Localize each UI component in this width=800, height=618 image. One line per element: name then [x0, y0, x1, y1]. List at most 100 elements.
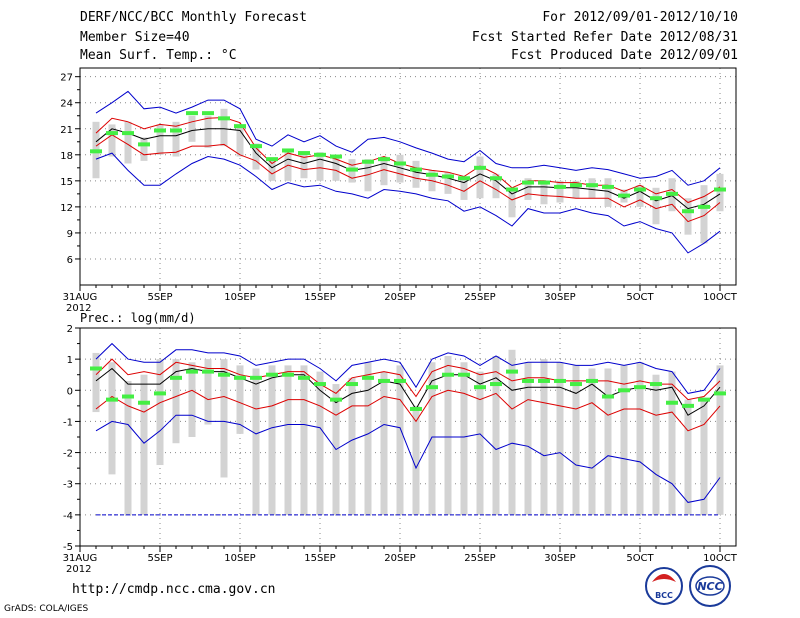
y-tick-label: 24: [60, 99, 73, 110]
forecast-marker: [282, 372, 294, 377]
forecast-marker: [186, 369, 198, 374]
forecast-marker: [474, 385, 486, 390]
upper-series-line: [95, 116, 721, 204]
y-tick-label: 6: [67, 255, 73, 266]
forecast-marker: [234, 375, 246, 380]
forecast-marker: [138, 142, 150, 147]
ensemble-box: [124, 121, 132, 164]
ensemble-box: [668, 371, 676, 515]
ensemble-box: [684, 399, 692, 515]
ensemble-box: [172, 359, 180, 444]
forecast-marker: [234, 124, 246, 129]
forecast-marker: [570, 183, 582, 188]
ensemble-box: [716, 365, 724, 515]
x-tick-label: 5OCT: [626, 553, 654, 564]
forecast-marker: [714, 391, 726, 396]
x-tick-label: 5SEP: [147, 292, 172, 303]
ensemble-box: [508, 189, 516, 218]
x-tick-label: 20SEP: [384, 553, 415, 564]
lower-series-line: [95, 389, 721, 432]
forecast-marker: [266, 157, 278, 162]
ensemble-box: [140, 137, 148, 161]
y-tick-label: 9: [67, 229, 73, 240]
forecast-marker: [458, 176, 470, 181]
logo-group: BCC NCC: [645, 565, 731, 607]
max-series-line: [95, 90, 721, 186]
y-tick-label: 0: [67, 386, 73, 397]
forecast-marker: [218, 372, 230, 377]
ncc-logo-icon: [689, 565, 731, 607]
start-date: Fcst Started Refer Date 2012/08/31: [471, 30, 738, 45]
mean-series-line: [95, 128, 721, 210]
ensemble-box: [108, 124, 116, 157]
produced-date: Fcst Produced Date 2012/09/01: [511, 48, 738, 63]
forecast-marker: [442, 372, 454, 377]
y-tick-label: 12: [60, 203, 73, 214]
forecast-marker: [346, 167, 358, 172]
ensemble-box: [412, 405, 420, 515]
x-year-label: 2012: [66, 303, 91, 314]
forecast-marker: [538, 180, 550, 185]
ensemble-box: [636, 362, 644, 515]
forecast-marker: [106, 397, 118, 402]
x-tick-label: 31AUG: [63, 292, 98, 303]
forecast-marker: [522, 378, 534, 383]
forecast-marker: [202, 111, 214, 116]
ensemble-box: [572, 180, 580, 199]
forecast-marker: [378, 157, 390, 162]
plot-frame: [79, 67, 737, 286]
ensemble-box: [204, 115, 212, 148]
forecast-marker: [490, 382, 502, 387]
ensemble-box: [284, 365, 292, 515]
forecast-marker: [394, 378, 406, 383]
ensemble-box: [476, 156, 484, 199]
ensemble-box: [460, 362, 468, 515]
forecast-period: For 2012/09/01-2012/10/10: [542, 10, 738, 25]
forecast-marker: [458, 372, 470, 377]
ensemble-box: [268, 365, 276, 515]
ensemble-box: [540, 180, 548, 205]
max-series-line: [95, 342, 721, 394]
ensemble-box: [332, 156, 340, 181]
forecast-marker: [170, 128, 182, 133]
ensemble-box: [604, 178, 612, 207]
x-tick-label: 5SEP: [147, 553, 172, 564]
chart-panel-temperature: 6 9 12 15 18 21 24 27 31AUG 5SEP 10SEP 15SEP 20SEP 25…: [60, 67, 738, 314]
ensemble-box: [188, 362, 196, 437]
forecast-marker: [394, 161, 406, 166]
ensemble-box: [476, 371, 484, 515]
forecast-marker: [90, 366, 102, 371]
ensemble-box: [700, 185, 708, 244]
ensemble-box: [556, 180, 564, 203]
forecast-marker: [298, 375, 310, 380]
forecast-marker: [570, 382, 582, 387]
x-tick-label: 31AUG: [63, 553, 98, 564]
chart-title: DERF/NCC/BCC Monthly Forecast: [80, 10, 307, 25]
forecast-marker: [586, 183, 598, 188]
forecast-marker: [682, 209, 694, 214]
y-tick-label: -5: [63, 542, 73, 553]
forecast-marker: [298, 151, 310, 156]
bcc-logo-text: BCC: [655, 591, 673, 600]
ensemble-box: [268, 159, 276, 181]
x-tick-label: 5OCT: [626, 292, 654, 303]
ensemble-box: [428, 362, 436, 515]
forecast-marker: [666, 191, 678, 196]
ensemble-box: [220, 359, 228, 478]
panel-ylabel: Prec.: log(mm/d): [80, 311, 196, 325]
bcc-logo-flame: [652, 574, 676, 582]
forecast-marker: [490, 176, 502, 181]
upper-series-line: [95, 358, 721, 401]
forecast-marker: [218, 116, 230, 121]
grads-credit: GrADS: COLA/IGES: [4, 604, 89, 614]
y-tick-label: -2: [63, 449, 73, 460]
ncc-logo-text: NCC: [697, 580, 722, 593]
footer-url[interactable]: http://cmdp.ncc.cma.gov.cn: [72, 582, 276, 597]
forecast-marker: [682, 403, 694, 408]
ensemble-box: [380, 371, 388, 515]
x-tick-label: 30SEP: [544, 292, 575, 303]
ensemble-box: [316, 152, 324, 181]
ensemble-box: [588, 178, 596, 199]
ensemble-box: [156, 124, 164, 155]
ensemble-box: [652, 374, 660, 515]
